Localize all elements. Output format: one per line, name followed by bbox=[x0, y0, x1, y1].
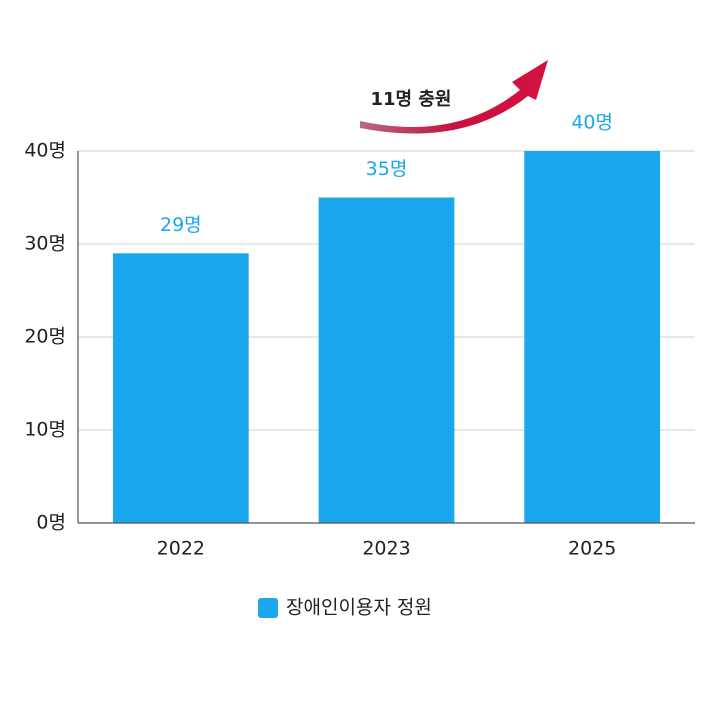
y-tick-label: 40명 bbox=[24, 140, 66, 162]
x-tick-label: 2023 bbox=[362, 538, 410, 560]
x-tick-label: 2025 bbox=[568, 538, 616, 560]
value-label: 40명 bbox=[571, 112, 613, 134]
legend-swatch bbox=[258, 598, 278, 618]
bar bbox=[524, 151, 661, 523]
y-tick-label: 10명 bbox=[24, 419, 66, 441]
y-tick-label: 0명 bbox=[36, 512, 66, 534]
value-label: 35명 bbox=[366, 158, 408, 180]
annotation: 11명 충원 bbox=[371, 89, 452, 110]
bar bbox=[318, 197, 455, 523]
y-tick-label: 20명 bbox=[24, 326, 66, 348]
x-tick-label: 2022 bbox=[157, 538, 205, 560]
bars bbox=[112, 151, 661, 524]
bar bbox=[112, 253, 249, 524]
value-label: 29명 bbox=[160, 214, 202, 236]
y-tick-label: 30명 bbox=[24, 233, 66, 255]
legend-label: 장애인이용자 정원 bbox=[286, 597, 432, 619]
growth-arrow bbox=[360, 60, 548, 134]
